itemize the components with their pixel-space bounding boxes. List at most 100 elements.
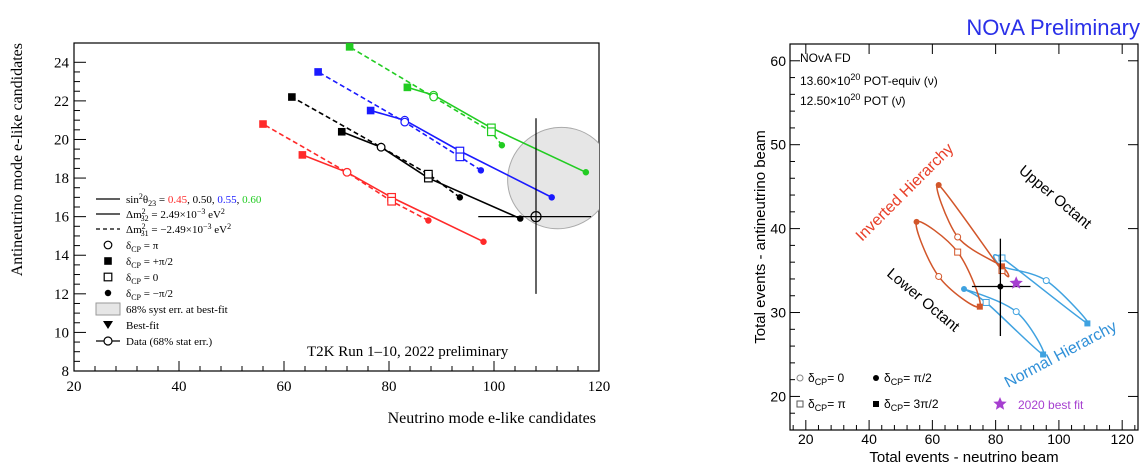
nova-info-line3: 12.50×1020 POT (ν̄) (800, 92, 906, 108)
t2k-point-0.60-IH-pi (429, 92, 439, 102)
nova-legend-d3half-marker (873, 401, 879, 407)
nova-point-ih-lo-d3half (976, 303, 983, 310)
nova-point-ih-lo-dpi (954, 248, 962, 256)
nova-xtick-label: 40 (861, 431, 877, 447)
t2k-legend-bestfit-marker (103, 321, 113, 329)
t2k-ytick-label: 10 (54, 325, 69, 341)
nova-point-nh-lo-dpi (982, 298, 990, 306)
t2k-xtick-label: 120 (588, 379, 611, 395)
nova-ytick-label: 40 (770, 221, 786, 237)
t2k-point-0.45-IH-plus (259, 120, 267, 128)
t2k-point-0.50-NH-plus (337, 127, 346, 136)
nova-legend-bestfit: 2020 best fit (1018, 398, 1084, 412)
nova-xtick-label: 100 (1047, 431, 1071, 447)
t2k-line-0.55-IH (317, 71, 482, 171)
t2k-line-0.50-NH (341, 131, 521, 220)
t2k-legend-ih: Δm2 31 = −2.49×10−3 eV2 (126, 222, 231, 238)
nova-xtick-label: 60 (925, 431, 941, 447)
nova-legend-bestfit-star (993, 397, 1007, 410)
t2k-ytick-label: 24 (54, 55, 70, 71)
nova-title: NOvA Preliminary (966, 15, 1140, 40)
t2k-xtick-label: 20 (67, 379, 82, 395)
t2k-xlabel: Neutrino mode e-like candidates (388, 410, 596, 427)
t2k-line-0.45-NH (302, 154, 484, 243)
nova-point-nh-lo-d3half (1040, 351, 1047, 358)
t2k-legend-bestfit: Best-fit (126, 320, 159, 332)
t2k-chart: 20 40 60 80 100 120 8 10 12 14 16 18 20 22 24 Neutrino… (9, 42, 611, 427)
t2k-point-0.45-IH-pi (342, 167, 352, 177)
nova-legend-dpi-marker (796, 400, 804, 408)
nova-point-nh-uo-d0 (1042, 277, 1050, 285)
nova-info-line2: 13.60×1020 POT-equiv (ν) (800, 72, 938, 88)
t2k-legend-delta-plus: δCP = +π/2 (126, 256, 173, 270)
t2k-xtick-label: 60 (277, 379, 292, 395)
t2k-ticks (73, 61, 600, 372)
t2k-ytick-label: 18 (54, 171, 69, 187)
t2k-point-0.50-IH-zero (423, 169, 433, 179)
nova-point-ih-lo-dhalf (913, 218, 920, 225)
t2k-legend-syst-box (95, 302, 121, 316)
t2k-point-0.50-IH-pi (376, 142, 386, 152)
nova-point-nh-lo-dhalf (961, 286, 967, 293)
t2k-point-0.50-IH-minus (456, 194, 464, 201)
t2k-point-0.45-NH-plus (298, 151, 307, 159)
t2k-annotation: T2K Run 1–10, 2022 preliminary (307, 344, 509, 360)
t2k-ytick-label: 22 (54, 94, 69, 110)
nova-legend-d0-marker (796, 374, 804, 382)
t2k-point-0.55-IH-minus (477, 167, 485, 174)
nova-xtick-label: 80 (988, 431, 1004, 447)
nova-data-marker (997, 283, 1004, 290)
nova-xlabel: Total events - neutrino beam (869, 449, 1058, 466)
nova-xtick-label: 20 (798, 431, 814, 447)
t2k-legend-nh: Δm2 32 = 2.49×10−3 eV2 (126, 207, 225, 223)
nova-chart: NOvA Preliminary 20 40 60 80 100 120 20 30 40 50 6… (752, 15, 1140, 466)
t2k-point-0.60-IH-plus (345, 43, 354, 51)
t2k-ytick-label: 14 (54, 248, 70, 264)
nova-info-line1: NOvA FD (800, 51, 851, 65)
t2k-xtick-label: 100 (483, 379, 506, 395)
nova-legend-dhalf: δCP= π/2 (884, 371, 932, 387)
t2k-syst-ellipse (507, 126, 599, 230)
nova-label-inverted-hierarchy: Inverted Hierarchy (853, 140, 957, 244)
t2k-point-0.45-IH-minus (425, 217, 432, 224)
t2k-xtick-label: 80 (382, 379, 397, 395)
t2k-ytick-label: 20 (54, 132, 69, 148)
nova-ytick-label: 60 (770, 53, 786, 69)
nova-legend-dpi: δCP= π (808, 397, 846, 413)
t2k-point-0.60-NH-plus (403, 83, 412, 92)
nova-tick-labels: 20 40 60 80 100 120 20 30 40 50 60 (770, 53, 1134, 447)
nova-plot-frame (789, 43, 1139, 431)
t2k-point-0.45-NH-minus (480, 238, 487, 245)
t2k-ytick-label: 12 (54, 287, 69, 303)
nova-point-ih-uo-d0 (954, 233, 962, 241)
nova-legend-dhalf-marker (873, 375, 879, 381)
t2k-legend-marker-plus (104, 257, 112, 265)
t2k-ytick-label: 8 (62, 364, 70, 380)
nova-point-ih-uo-d3half (998, 263, 1005, 270)
t2k-line-0.50-IH (291, 96, 461, 199)
nova-legend: δCP= 0 δCP= π/2 δCP= π δCP= 3π/2 2020 best f… (796, 371, 1084, 413)
t2k-point-0.55-IH-pi (400, 117, 410, 127)
nova-point-nh-uo-dpi (998, 254, 1006, 262)
t2k-series-lines (259, 43, 590, 245)
t2k-legend-marker-pi (103, 240, 113, 250)
t2k-legend-delta-minus: δCP = −π/2 (126, 288, 173, 302)
t2k-point-0.60-IH-minus (498, 142, 506, 149)
nova-ticks (790, 43, 1138, 430)
t2k-legend-syst: 68% syst err. at best-fit (126, 304, 228, 316)
t2k-xtick-label: 40 (172, 379, 187, 395)
nova-ellipse-nh-lo (962, 287, 1045, 356)
nova-point-ih-uo-dhalf (935, 181, 942, 188)
t2k-legend-sin: sin2θ23 = 0.45, 0.50, 0.55, 0.60 (126, 192, 262, 208)
t2k-point-0.55-NH-plus (366, 106, 375, 115)
t2k-ytick-label: 16 (54, 210, 70, 226)
t2k-point-0.55-IH-zero (455, 152, 465, 162)
t2k-line-0.60-NH (407, 86, 587, 174)
nova-bestfit-star (1009, 276, 1023, 289)
nova-ytick-label: 20 (770, 388, 786, 404)
t2k-data-marker (530, 211, 542, 223)
t2k-legend-marker-zero (103, 272, 113, 282)
t2k-data-point (478, 118, 592, 294)
